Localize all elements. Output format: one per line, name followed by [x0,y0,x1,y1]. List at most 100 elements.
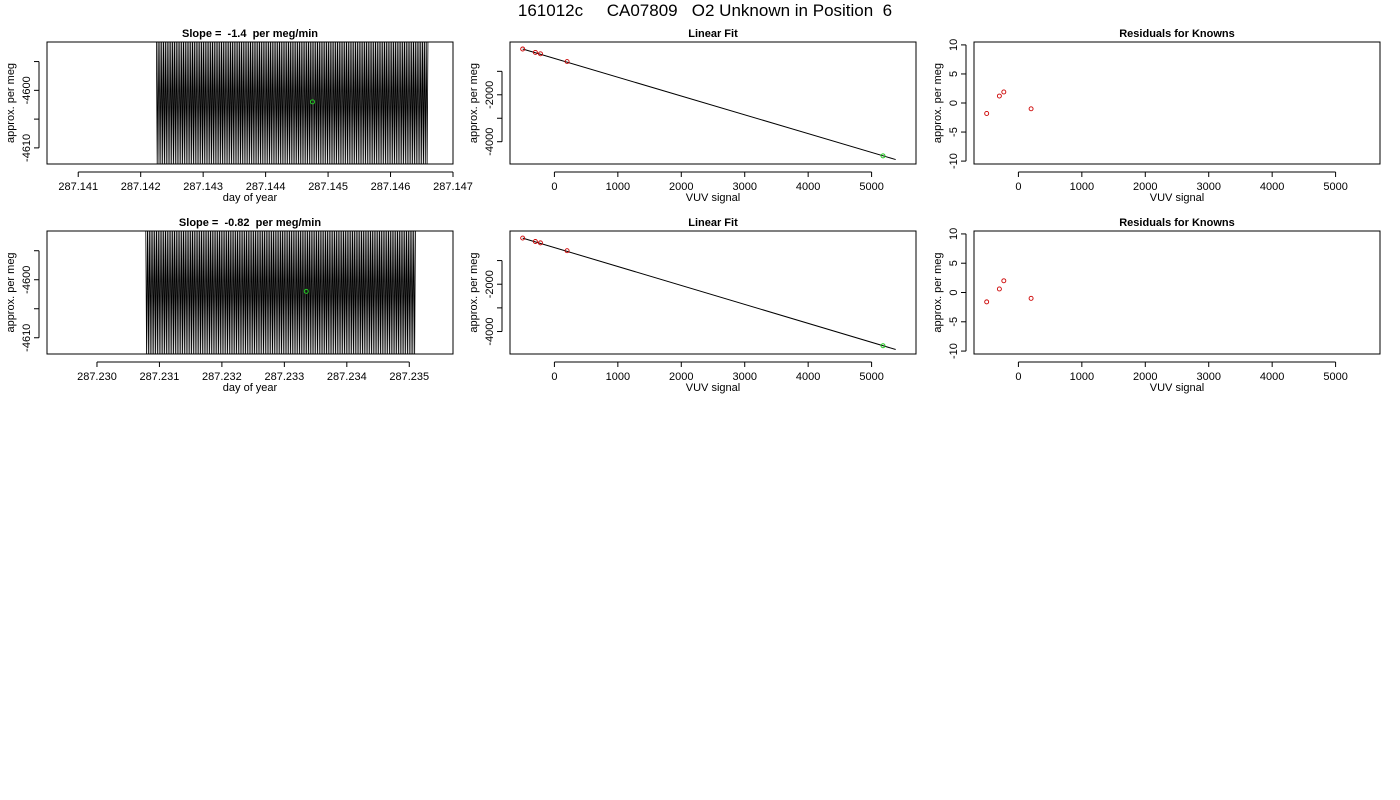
panel-title: Linear Fit [688,217,738,229]
known-point [1001,278,1007,284]
unknown-point [880,343,886,349]
y-tick-label: 0 [948,100,960,106]
x-tick-label: 287.230 [77,371,117,383]
x-tick-label: 287.147 [433,181,473,193]
y-tick-label: -10 [948,153,960,169]
x-tick-label: 3000 [1196,181,1220,193]
panel-title: Residuals for Knowns [1119,217,1235,229]
x-tick-label: 0 [1015,181,1021,193]
x-axis-label: day of year [223,192,278,204]
y-tick-label: -4610 [21,324,33,352]
y-tick-label: -2000 [484,81,496,109]
x-tick-label: 287.146 [371,181,411,193]
plot-area [155,42,429,164]
known-point [532,49,538,55]
x-axis-label: VUV signal [1150,382,1204,394]
x-tick-label: 287.235 [389,371,429,383]
known-point [564,248,570,254]
x-tick-label: 0 [551,371,557,383]
panel-1: Slope = -1.4 per meg/min 287.141 287.142 28… [5,28,473,204]
y-tick-label: -5 [948,127,960,137]
known-point [532,239,538,244]
plot-frame [973,41,1381,165]
fit-line [522,237,896,350]
plot-area [984,89,1034,116]
y-tick-label: -4600 [21,266,33,294]
y-axis-label: approx. per meg [468,63,480,143]
trace-line [155,42,429,164]
y-tick-label: 5 [948,260,960,266]
x-tick-label: 287.145 [308,181,348,193]
x-tick-label: 1000 [606,181,630,193]
x-tick-label: 2000 [1133,181,1157,193]
y-axis-label: approx. per meg [468,252,480,332]
plot-area [520,46,896,161]
x-tick-label: 5000 [1323,371,1347,383]
x-tick-label: 3000 [732,181,756,193]
x-tick-label: 0 [1015,371,1021,383]
panel-3: Residuals for Knowns 0 1000 2000 3000 4000 500… [932,28,1381,204]
fit-line [522,48,896,161]
x-tick-label: 1000 [606,371,630,383]
known-point [520,46,526,52]
y-tick-label: 0 [948,289,960,295]
x-tick-label: 287.234 [327,371,367,383]
plot-area [984,278,1034,305]
known-point [1028,295,1034,301]
x-tick-label: 4000 [796,181,820,193]
y-tick-label: 5 [948,71,960,77]
y-tick-label: -4000 [484,128,496,156]
panel-5: Linear Fit 0 1000 2000 3000 4000 5000 VUV signa… [468,217,917,394]
page-title: 161012c CA07809 O2 Unknown in Position 6 [517,1,893,20]
y-axis-label: approx. per meg [5,252,17,332]
unknown-point [309,99,315,105]
plot-area [145,231,416,354]
plot-frame [509,230,917,355]
x-tick-label: 4000 [796,371,820,383]
x-tick-label: 287.144 [246,181,286,193]
x-tick-label: 3000 [1196,371,1220,383]
known-point [984,299,990,305]
x-tick-label: 1000 [1070,371,1094,383]
known-point [538,51,543,57]
panel-title: Slope = -1.4 per meg/min [182,28,318,40]
x-tick-label: 1000 [1070,181,1094,193]
panel-title: Residuals for Knowns [1119,28,1235,40]
x-tick-label: 5000 [859,371,883,383]
y-axis-label: approx. per meg [5,63,17,143]
plot-area [520,235,896,350]
x-tick-label: 287.143 [183,181,223,193]
y-tick-label: -2000 [484,270,496,298]
y-tick-label: -4000 [484,317,496,345]
known-point [538,240,543,246]
y-axis-label: approx. per meg [932,63,944,143]
x-tick-label: 287.141 [58,181,98,193]
panel-6: Residuals for Knowns 0 1000 2000 3000 4000 500… [932,217,1381,394]
known-point [984,111,990,116]
plot-frame [46,230,454,355]
panel-title: Slope = -0.82 per meg/min [179,217,321,229]
known-point [996,286,1002,292]
x-tick-label: 287.232 [202,371,242,383]
x-tick-label: 3000 [732,371,756,383]
y-tick-label: -10 [948,343,960,359]
x-axis-label: VUV signal [686,382,740,394]
panel-title: Linear Fit [688,28,738,40]
x-tick-label: 2000 [669,371,693,383]
x-tick-label: 5000 [859,181,883,193]
plot-frame [973,230,1381,355]
x-axis-label: day of year [223,382,278,394]
panel-2: Linear Fit 0 1000 2000 3000 4000 5000 VUV signa… [468,28,917,204]
x-tick-label: 0 [551,181,557,193]
known-point [996,93,1002,99]
y-tick-label: -5 [948,317,960,327]
trace-line [145,231,416,354]
y-axis-label: approx. per meg [932,252,944,332]
y-tick-label: 10 [948,39,960,51]
known-point [564,59,570,65]
x-tick-label: 287.142 [121,181,161,193]
known-point [520,235,526,241]
unknown-point [880,153,886,159]
known-point [1001,89,1007,95]
